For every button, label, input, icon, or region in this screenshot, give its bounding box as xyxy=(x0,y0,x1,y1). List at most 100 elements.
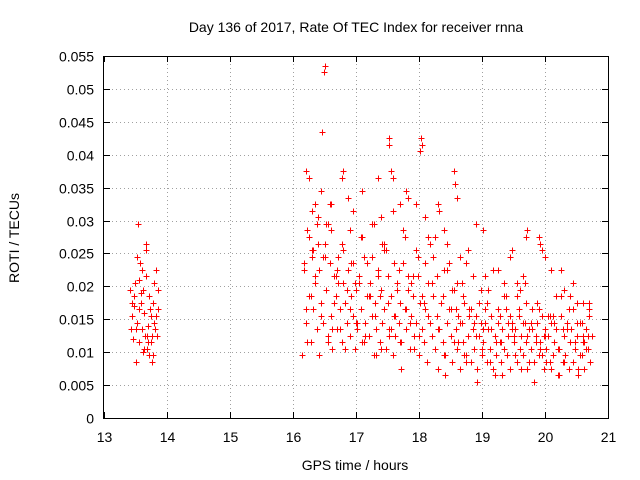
data-point xyxy=(377,339,384,346)
data-point xyxy=(421,300,428,307)
data-point xyxy=(352,280,359,287)
data-point xyxy=(385,300,392,307)
data-point xyxy=(379,241,386,248)
data-point xyxy=(543,359,550,366)
data-point xyxy=(457,254,464,261)
data-point xyxy=(490,366,497,373)
data-point xyxy=(509,326,516,333)
data-point xyxy=(425,313,432,320)
data-point xyxy=(306,175,313,182)
data-point xyxy=(474,366,481,373)
data-point xyxy=(482,320,489,327)
data-point xyxy=(325,333,332,340)
data-point xyxy=(405,195,412,202)
data-point xyxy=(320,254,327,261)
data-point xyxy=(457,320,464,327)
data-point xyxy=(315,214,322,221)
data-point xyxy=(492,372,499,379)
data-point xyxy=(308,293,315,300)
data-point xyxy=(345,267,352,274)
data-point xyxy=(347,227,354,234)
data-point xyxy=(463,260,470,267)
data-point xyxy=(482,273,489,280)
data-point xyxy=(309,208,316,215)
data-point xyxy=(520,273,527,280)
data-point xyxy=(523,234,530,241)
data-point xyxy=(405,273,412,280)
data-point xyxy=(141,310,148,317)
data-point xyxy=(320,320,327,327)
data-point xyxy=(352,346,359,353)
data-point xyxy=(417,148,424,155)
data-point xyxy=(463,359,470,366)
data-point xyxy=(465,333,472,340)
data-point xyxy=(436,208,443,215)
data-point xyxy=(566,306,573,313)
data-point xyxy=(347,333,354,340)
data-point xyxy=(534,320,541,327)
data-point xyxy=(551,339,558,346)
data-point xyxy=(465,247,472,254)
y-tick-label: 0.005 xyxy=(59,378,94,394)
data-point xyxy=(548,267,555,274)
data-point xyxy=(342,300,349,307)
data-point xyxy=(150,352,157,359)
data-point xyxy=(403,188,410,195)
data-point xyxy=(145,323,152,330)
data-point xyxy=(415,254,422,261)
data-point xyxy=(432,346,439,353)
data-point xyxy=(511,339,518,346)
data-point xyxy=(460,293,467,300)
x-tick-label: 21 xyxy=(601,429,617,445)
data-point xyxy=(375,273,382,280)
data-point xyxy=(146,293,153,300)
data-point xyxy=(386,135,393,142)
data-point xyxy=(350,208,357,215)
data-point xyxy=(318,300,325,307)
data-point xyxy=(484,300,491,307)
data-point xyxy=(394,287,401,294)
data-points xyxy=(127,63,596,386)
data-point xyxy=(570,359,577,366)
data-point xyxy=(131,293,138,300)
data-point xyxy=(451,168,458,175)
data-point xyxy=(553,293,560,300)
data-point xyxy=(507,254,514,261)
data-point xyxy=(397,201,404,208)
data-point xyxy=(396,267,403,274)
data-point xyxy=(574,300,581,307)
data-point xyxy=(136,277,143,284)
data-point xyxy=(474,379,481,386)
data-point xyxy=(373,352,380,359)
data-point xyxy=(328,201,335,208)
data-point xyxy=(442,372,449,379)
data-point xyxy=(495,306,502,313)
data-point xyxy=(304,339,311,346)
data-point xyxy=(128,326,135,333)
data-point xyxy=(318,188,325,195)
data-point xyxy=(473,221,480,228)
data-point xyxy=(388,326,395,333)
data-point xyxy=(364,260,371,267)
data-point xyxy=(466,313,473,320)
data-point xyxy=(354,326,361,333)
data-point xyxy=(130,336,137,343)
data-point xyxy=(134,320,141,327)
data-point xyxy=(386,333,393,340)
data-point xyxy=(322,63,329,70)
data-point xyxy=(369,221,376,228)
data-point xyxy=(449,287,456,294)
data-point xyxy=(503,306,510,313)
data-point xyxy=(555,346,562,353)
data-point xyxy=(354,320,361,327)
data-point xyxy=(407,320,414,327)
data-point xyxy=(577,352,584,359)
x-tick-label: 14 xyxy=(160,429,176,445)
data-point xyxy=(473,333,480,340)
data-point xyxy=(329,346,336,353)
data-point xyxy=(493,339,500,346)
data-point xyxy=(471,320,478,327)
data-point xyxy=(480,227,487,234)
data-point xyxy=(440,293,447,300)
data-point xyxy=(495,320,502,327)
